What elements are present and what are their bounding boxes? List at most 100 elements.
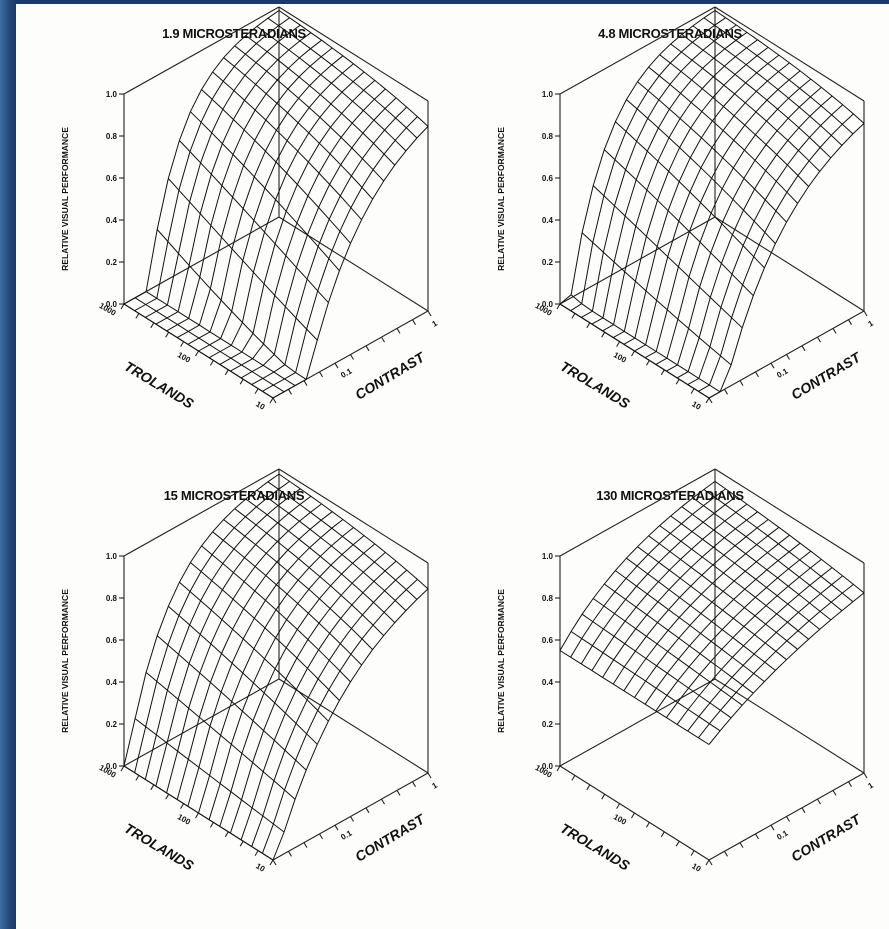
y-axis-label: CONTRAST — [352, 348, 428, 403]
wire-contrast-line — [190, 562, 340, 701]
axis-box-edge — [559, 6, 716, 95]
y-tick-label: 0.1 — [775, 828, 790, 842]
wire-troland-line — [166, 39, 322, 332]
wire-troland-line — [559, 10, 716, 305]
x-tick-label: 100 — [176, 812, 193, 827]
x-minor-tick — [239, 840, 244, 847]
wire-troland-line — [644, 70, 801, 359]
x-minor-tick — [690, 388, 695, 394]
y-minor-tick — [272, 859, 277, 866]
wire-troland-line — [198, 63, 354, 352]
y-minor-tick — [863, 772, 868, 779]
y-minor-tick — [365, 345, 370, 352]
x-minor-tick — [195, 812, 199, 819]
axis-box-edge — [278, 678, 429, 774]
wire-troland-line — [591, 31, 748, 325]
y-minor-tick — [832, 328, 837, 334]
y-tick-label: 1 — [431, 780, 440, 790]
x-minor-tick — [645, 822, 650, 828]
y-tick-label: 1 — [431, 318, 440, 328]
z-tick-label: 0.2 — [106, 258, 118, 267]
x-minor-tick — [675, 840, 680, 847]
x-minor-tick — [616, 341, 621, 347]
y-axis-label: CONTRAST — [788, 348, 864, 403]
z-tick-label: 0.8 — [542, 594, 554, 603]
z-axis-label: RELATIVE VISUAL PERFORMANCE — [496, 589, 506, 733]
y-minor-tick — [319, 833, 323, 840]
wire-troland-line — [655, 550, 812, 712]
wire-troland-line — [176, 511, 333, 800]
z-tick-label: 0.6 — [106, 174, 118, 183]
wire-troland-line — [708, 592, 865, 745]
y-minor-tick — [708, 397, 713, 404]
axis-box-edge — [278, 468, 429, 564]
z-tick-label: 0.2 — [106, 720, 118, 729]
z-tick-label: 0.6 — [542, 174, 554, 183]
z-tick-label: 1.0 — [106, 552, 118, 561]
x-axis-label: TROLANDS — [122, 358, 197, 412]
x-minor-tick — [586, 784, 591, 791]
x-minor-tick — [195, 350, 199, 357]
y-minor-tick — [755, 371, 759, 378]
surface-wireframe — [123, 473, 429, 861]
x-minor-tick — [586, 322, 591, 329]
wire-troland-line — [676, 95, 833, 379]
x-minor-tick — [150, 784, 155, 791]
wire-troland-line — [581, 24, 737, 318]
wire-troland-line — [198, 527, 354, 814]
y-minor-tick — [412, 319, 416, 325]
axis-box-edge — [714, 216, 865, 312]
z-tick-label: 0.2 — [542, 258, 554, 267]
x-minor-tick — [601, 331, 606, 338]
x-tick-label: 10 — [254, 861, 267, 874]
wire-troland-line — [634, 534, 790, 698]
axis-box-edge — [559, 678, 716, 767]
y-minor-tick — [319, 371, 323, 378]
y-minor-tick — [272, 397, 277, 404]
y-minor-tick — [350, 816, 354, 822]
y-minor-tick — [350, 354, 354, 360]
y-tick-label: 1 — [867, 318, 876, 328]
wire-troland-line — [176, 47, 333, 339]
wire-troland-line — [261, 579, 418, 854]
axis-box-edge — [278, 6, 429, 102]
wire-contrast-line — [615, 121, 765, 269]
surface-wireframe — [123, 10, 429, 399]
wire-troland-line — [623, 54, 780, 345]
wire-troland-line — [676, 567, 833, 725]
wire-troland-line — [251, 569, 408, 847]
axis-box-edge — [714, 678, 865, 774]
z-axis-label: RELATIVE VISUAL PERFORMANCE — [496, 127, 506, 271]
wire-troland-line — [602, 511, 758, 678]
x-axis-label: TROLANDS — [558, 358, 633, 412]
wire-troland-line — [219, 80, 376, 365]
y-axis-label: CONTRAST — [352, 810, 428, 865]
y-minor-tick — [288, 389, 292, 395]
z-tick-label: 1.0 — [106, 90, 118, 99]
y-minor-tick — [817, 336, 821, 343]
axis-box-edge — [123, 6, 280, 95]
y-tick-label: 1 — [867, 780, 876, 790]
y-minor-tick — [848, 319, 852, 325]
axis-box-edge — [714, 468, 865, 564]
chart-title: 130 MICROSTERADIANS — [596, 488, 744, 503]
x-minor-tick — [239, 378, 244, 385]
y-minor-tick — [412, 781, 416, 787]
wire-troland-line — [687, 104, 844, 386]
z-tick-label: 0.4 — [542, 216, 554, 225]
y-minor-tick — [770, 362, 775, 369]
wire-troland-line — [229, 552, 386, 834]
wire-troland-line — [166, 503, 322, 794]
y-minor-tick — [832, 790, 837, 796]
x-tick-label: 100 — [176, 350, 193, 365]
x-minor-tick — [224, 831, 229, 838]
wire-troland-line — [580, 495, 737, 665]
wire-troland-line — [665, 559, 822, 718]
x-axis-label: TROLANDS — [122, 820, 197, 874]
surface-panel-1-9: 1.9 MICROSTERADIANS 0.0 0.2 0.4 0.6 0.8 1.0 REL… — [16, 4, 452, 466]
wire-troland-line — [240, 97, 397, 379]
x-minor-tick — [135, 313, 140, 319]
x-tick-label: 10 — [254, 399, 267, 412]
axis-box-edge — [278, 216, 429, 312]
wire-troland-line — [272, 126, 429, 399]
